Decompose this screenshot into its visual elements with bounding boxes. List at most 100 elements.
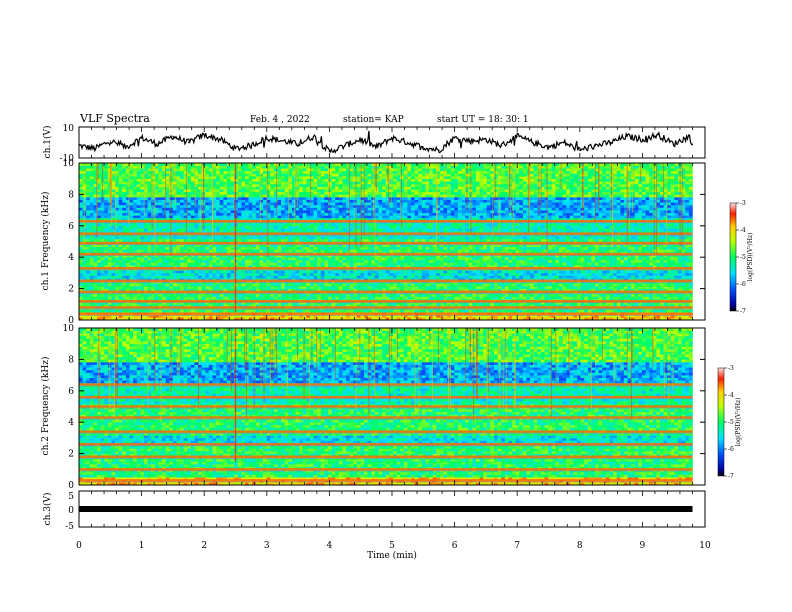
spectrogram-cell [566, 260, 570, 263]
spectrogram-cell [404, 260, 408, 263]
spectrogram-cell [360, 283, 364, 286]
spectrogram-cell [364, 247, 368, 250]
spectrogram-cell [270, 257, 274, 260]
spectrogram-cell [249, 283, 253, 286]
spectrogram-cell [458, 294, 462, 297]
spectrogram-cell [433, 249, 437, 252]
spectrogram-cell [620, 270, 624, 273]
spectrogram-cell [581, 249, 585, 252]
spectrogram-cell [292, 273, 296, 276]
spectrogram-cell [263, 257, 267, 260]
spectrogram-cell [656, 286, 660, 289]
spectrogram-cell [505, 273, 509, 276]
spectrogram-cell [299, 260, 303, 263]
ch1-ytick-top: 10 [63, 124, 75, 134]
spectrogram-cell [602, 273, 606, 276]
spectrogram-cell [404, 270, 408, 273]
spectrogram-cell [674, 296, 678, 299]
spectrogram-cell [646, 257, 650, 260]
ch1-waveform-point [188, 142, 189, 143]
spectrogram-cell [310, 286, 314, 289]
spectrogram-cell [566, 257, 570, 260]
spectrogram-cell [108, 286, 112, 289]
spectrogram-cell [209, 276, 213, 279]
spectrogram-cell [671, 283, 675, 286]
spectrogram-cell [285, 296, 289, 299]
spectrogram-cell [176, 257, 180, 260]
spectrogram-cell [101, 296, 105, 299]
spectrogram-cell [238, 276, 242, 279]
spectrogram-cell [685, 294, 689, 297]
spectrogram-cell [566, 270, 570, 273]
spectrogram-cell [332, 273, 336, 276]
spectrogram-cell [368, 270, 372, 273]
spectrogram-cell [458, 262, 462, 265]
spectrogram-cell [628, 270, 632, 273]
spectrogram-cell [501, 294, 505, 297]
ch1-waveform-point [376, 147, 377, 148]
spectrogram-cell [566, 262, 570, 265]
spectrogram-cell [498, 260, 502, 263]
spectrogram-cell [624, 247, 628, 250]
spectrogram-cell [101, 310, 105, 313]
spectrogram-cell [263, 262, 267, 265]
spectrogram-cell [443, 310, 447, 313]
spectrogram-cell [404, 283, 408, 286]
spectrogram-cell [671, 247, 675, 250]
spectrogram-cell [653, 283, 657, 286]
spectrogram-cell [270, 286, 274, 289]
spectrogram-cell [667, 249, 671, 252]
spectrogram-cell [577, 273, 581, 276]
spectrogram-cell [537, 294, 541, 297]
spectrogram-cell [158, 260, 162, 263]
spectrogram-cell [440, 262, 444, 265]
ch1-waveform-point [360, 139, 361, 140]
spectrogram-cell [122, 247, 126, 250]
spectrogram-cell [382, 273, 386, 276]
spectrogram-cell [501, 260, 505, 263]
ch1-waveform-point [689, 136, 690, 137]
spectrogram-cell [292, 257, 296, 260]
spectrogram-cell [324, 270, 328, 273]
spectrogram-cell [577, 310, 581, 313]
spectrogram-cell [368, 283, 372, 286]
spectrogram-cell [350, 257, 354, 260]
spectrogram-cell [122, 262, 126, 265]
spectrogram-cell [530, 262, 534, 265]
spectrogram-cell [328, 276, 332, 279]
spectrogram-cell [227, 273, 231, 276]
spectrogram-cell [256, 273, 260, 276]
spectrogram-cell [332, 283, 336, 286]
spectrogram-cell [285, 270, 289, 273]
spectrogram-cell [415, 257, 419, 260]
spectrogram-cell [306, 294, 310, 297]
spectrogram-cell [498, 273, 502, 276]
spectrogram-cell [375, 257, 379, 260]
spectrogram-cell [148, 283, 152, 286]
spectrogram-cell [274, 310, 278, 313]
spectrogram-cell [523, 262, 527, 265]
spectrogram-cell [465, 270, 469, 273]
spectrogram-cell [620, 247, 624, 250]
spectrogram-cell [631, 257, 635, 260]
spectrogram-cell [602, 249, 606, 252]
spectrogram-cell [220, 249, 224, 252]
spectrogram-cell [227, 257, 231, 260]
spectrogram-cell [368, 294, 372, 297]
spectrogram-cell [588, 294, 592, 297]
spectrogram-cell [115, 296, 119, 299]
spectrogram-cell [609, 260, 613, 263]
spectrogram-cell [440, 260, 444, 263]
spectrogram-cell [501, 247, 505, 250]
spectrogram-cell [501, 283, 505, 286]
spectrogram-cell [187, 276, 191, 279]
spectrogram-cell [508, 273, 512, 276]
spectrogram-cell [422, 283, 426, 286]
spectrogram-cell [541, 249, 545, 252]
spectrogram-cell [685, 296, 689, 299]
spectrogram-cell [656, 276, 660, 279]
spectrogram-cell [137, 249, 141, 252]
spectrogram-cell [332, 270, 336, 273]
spectrogram-cell [440, 257, 444, 260]
spectrogram-cell [223, 286, 227, 289]
